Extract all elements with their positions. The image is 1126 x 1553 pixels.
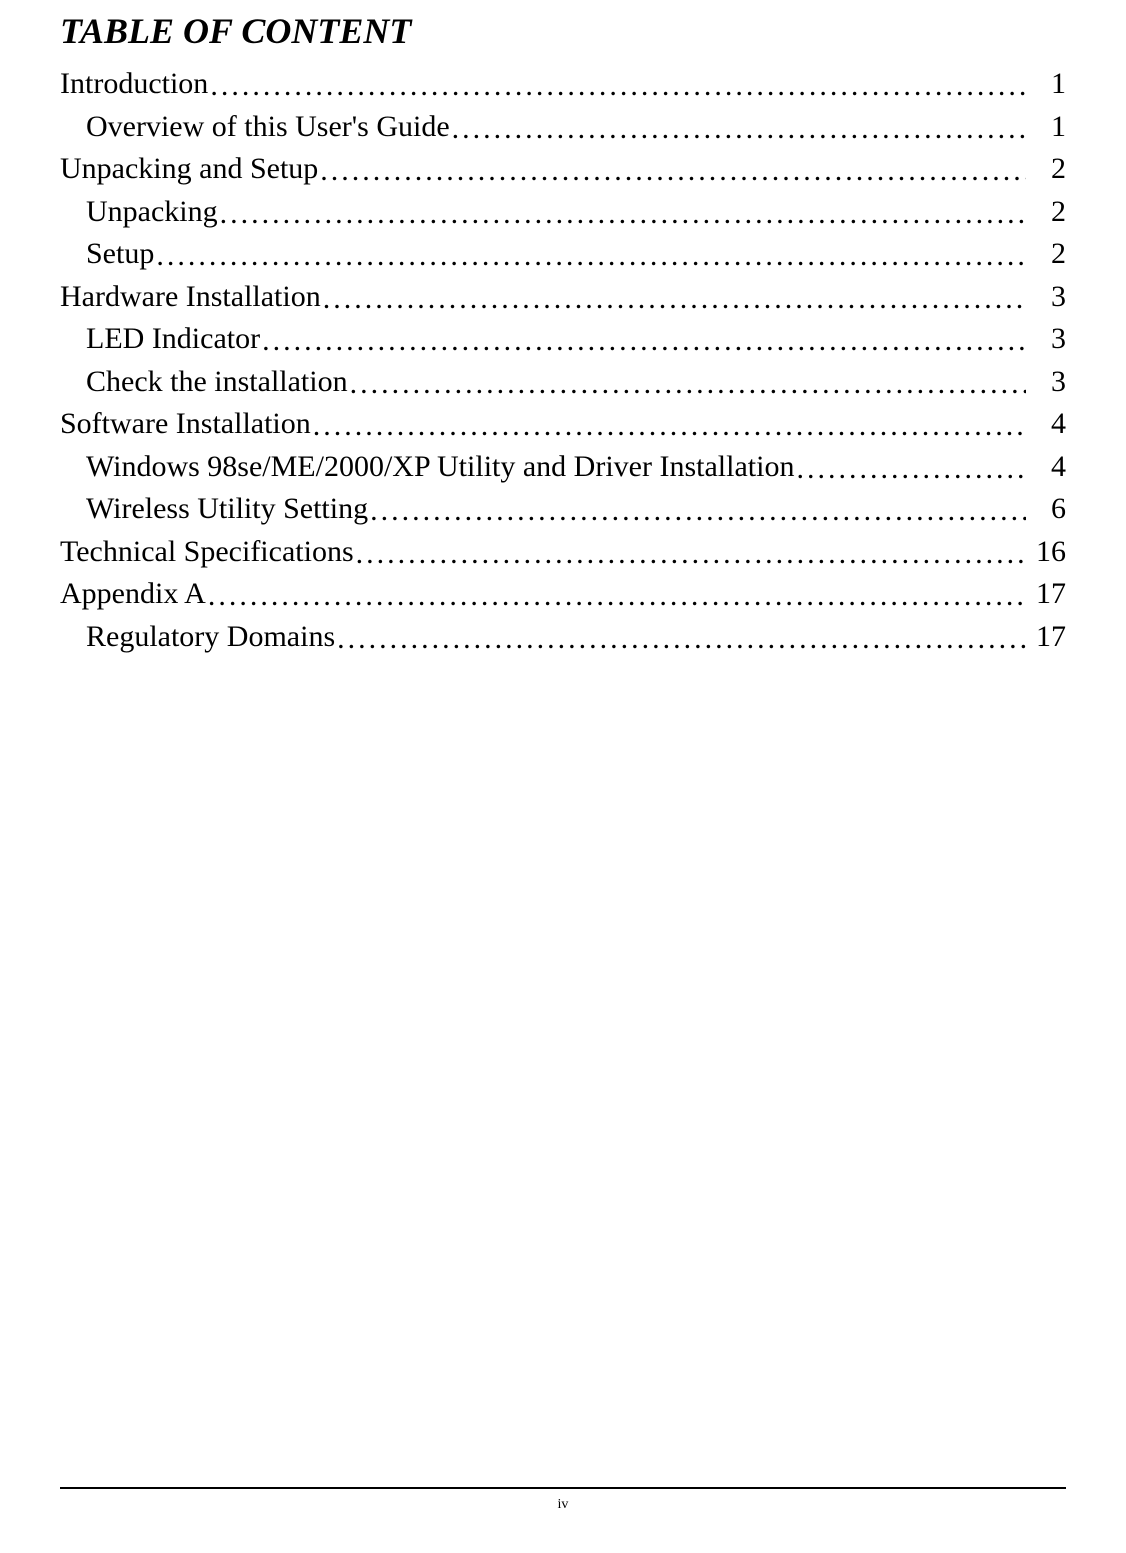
toc-text: Appendix A <box>60 574 206 615</box>
toc-page: 2 <box>1026 192 1066 233</box>
toc-page: 1 <box>1026 107 1066 148</box>
page-number: iv <box>558 1497 569 1512</box>
toc-text: Setup <box>86 234 154 275</box>
toc-leader: ........................................… <box>450 109 1026 150</box>
toc-leader: ........................................… <box>335 619 1026 660</box>
toc-leader: ........................................… <box>368 491 1026 532</box>
toc-leader: ........................................… <box>354 534 1026 575</box>
toc-page: 4 <box>1026 447 1066 488</box>
toc-entry: Unpacking ..............................… <box>60 192 1066 233</box>
toc-page: 17 <box>1026 574 1066 615</box>
toc-entry: Introduction ...........................… <box>60 64 1066 105</box>
toc-leader: ........................................… <box>348 364 1026 405</box>
toc-leader: ........................................… <box>318 151 1026 192</box>
toc-leader: ........................................… <box>794 449 1026 490</box>
toc-entry: Technical Specifications ...............… <box>60 532 1066 573</box>
toc-text: Unpacking and Setup <box>60 149 318 190</box>
toc-text: Technical Specifications <box>60 532 354 573</box>
toc-entry: Check the installation .................… <box>60 362 1066 403</box>
toc-leader: ........................................… <box>154 236 1026 277</box>
toc-entry: Hardware Installation ..................… <box>60 277 1066 318</box>
toc-page: 17 <box>1026 617 1066 658</box>
toc-text: Overview of this User's Guide <box>86 107 450 148</box>
toc-entry: Software Installation ..................… <box>60 404 1066 445</box>
toc-entry: LED Indicator ..........................… <box>60 319 1066 360</box>
toc-page: 4 <box>1026 404 1066 445</box>
toc-page: 1 <box>1026 64 1066 105</box>
toc-text: Wireless Utility Setting <box>86 489 368 530</box>
toc-entry: Setup ..................................… <box>60 234 1066 275</box>
toc-page: 2 <box>1026 149 1066 190</box>
toc-leader: ........................................… <box>206 576 1026 617</box>
toc-page: 2 <box>1026 234 1066 275</box>
toc-leader: ........................................… <box>260 321 1026 362</box>
toc-text: Windows 98se/ME/2000/XP Utility and Driv… <box>86 447 794 488</box>
toc-leader: ........................................… <box>311 406 1026 447</box>
toc-text: Check the installation <box>86 362 348 403</box>
toc-leader: ........................................… <box>208 66 1026 107</box>
toc-entry: Overview of this User's Guide ..........… <box>60 107 1066 148</box>
toc-text: Software Installation <box>60 404 311 445</box>
toc-entry: Unpacking and Setup ....................… <box>60 149 1066 190</box>
toc-entry: Windows 98se/ME/2000/XP Utility and Driv… <box>60 447 1066 488</box>
toc-text: Introduction <box>60 64 208 105</box>
toc-text: Unpacking <box>86 192 218 233</box>
toc-text: Hardware Installation <box>60 277 321 318</box>
toc-page: 3 <box>1026 319 1066 360</box>
toc-page: 3 <box>1026 362 1066 403</box>
toc-entry: Wireless Utility Setting ...............… <box>60 489 1066 530</box>
toc-leader: ........................................… <box>321 279 1026 320</box>
page-footer: iv <box>60 1487 1066 1513</box>
toc-entry: Regulatory Domains .....................… <box>60 617 1066 658</box>
toc-page: 6 <box>1026 489 1066 530</box>
toc-entry: Appendix A .............................… <box>60 574 1066 615</box>
toc-page: 3 <box>1026 277 1066 318</box>
toc-text: Regulatory Domains <box>86 617 335 658</box>
toc-leader: ........................................… <box>218 194 1026 235</box>
toc-title: TABLE OF CONTENT <box>60 10 1066 52</box>
toc-text: LED Indicator <box>86 319 260 360</box>
toc-container: TABLE OF CONTENT Introduction ..........… <box>60 0 1066 657</box>
toc-page: 16 <box>1026 532 1066 573</box>
